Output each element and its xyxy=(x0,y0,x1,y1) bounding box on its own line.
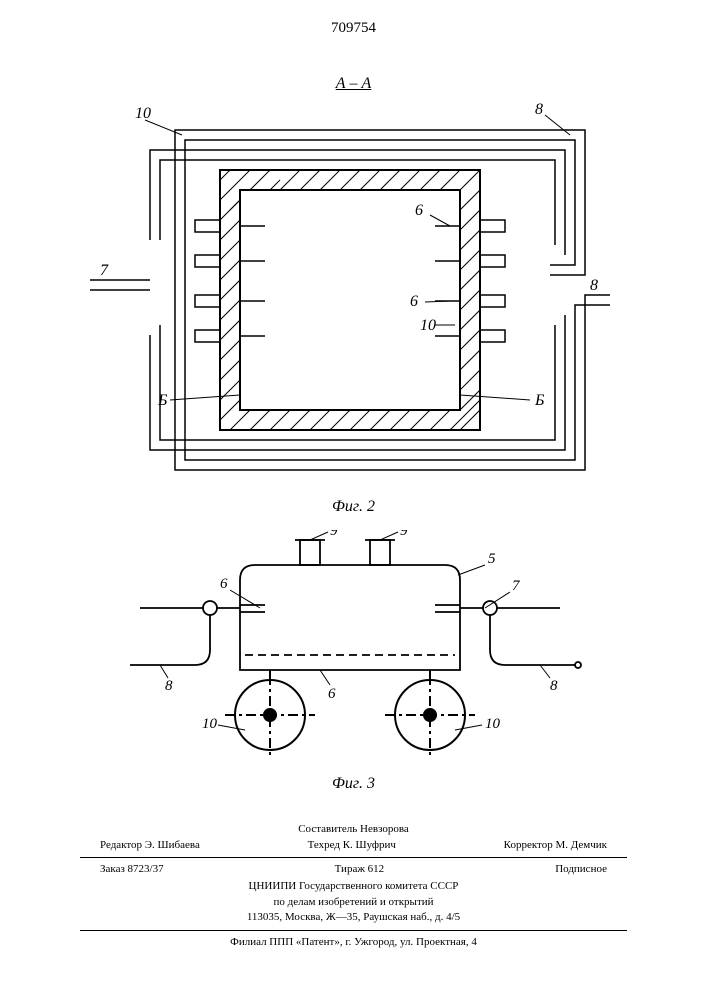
svg-text:10: 10 xyxy=(485,716,501,732)
section-label: А – А xyxy=(336,75,372,93)
footer-address: 113035, Москва, Ж—35, Раушская наб., д. … xyxy=(0,910,707,925)
fig3-diagram: 9 9 5 6 7 8 8 10 10 6 xyxy=(110,530,590,770)
footer-corrector: Корректор М. Демчик xyxy=(504,838,607,853)
patent-number: 709754 xyxy=(331,20,376,37)
svg-text:6: 6 xyxy=(328,686,336,702)
callout-b-left: Б xyxy=(157,392,168,409)
svg-text:8: 8 xyxy=(550,678,558,694)
footer-editor: Редактор Э. Шибаева xyxy=(100,838,200,853)
fig2-label: Фиг. 2 xyxy=(332,498,375,516)
svg-text:9: 9 xyxy=(330,530,338,539)
footer-techred: Техред К. Шуфрич xyxy=(308,838,396,853)
footer-tirage: Тираж 612 xyxy=(335,862,385,877)
callout-8-top: 8 xyxy=(535,101,543,118)
fig2-diagram: 10 8 7 8 6 6 10 Б Б xyxy=(90,100,610,500)
footer-order: Заказ 8723/37 xyxy=(100,862,164,877)
callout-6-upper: 6 xyxy=(415,202,423,219)
svg-text:9: 9 xyxy=(400,530,408,539)
footer-compiler: Составитель Невзорова xyxy=(0,822,707,837)
footer: Составитель Невзорова Редактор Э. Шибаев… xyxy=(0,822,707,950)
svg-text:8: 8 xyxy=(165,678,173,694)
footer-org: ЦНИИПИ Государственного комитета СССР xyxy=(0,879,707,894)
callout-b-right: Б xyxy=(534,392,545,409)
callout-10-mid: 10 xyxy=(420,317,436,334)
footer-branch: Филиал ППП «Патент», г. Ужгород, ул. Про… xyxy=(0,935,707,950)
svg-text:5: 5 xyxy=(488,551,496,567)
fig3-label: Фиг. 3 xyxy=(332,775,375,793)
callout-7-left: 7 xyxy=(100,262,109,279)
footer-subscription: Подписное xyxy=(555,862,607,877)
svg-text:10: 10 xyxy=(202,716,218,732)
footer-dept: по делам изобретений и открытий xyxy=(0,895,707,910)
svg-text:7: 7 xyxy=(512,578,521,594)
callout-6-mid: 6 xyxy=(410,293,418,310)
svg-text:6: 6 xyxy=(220,576,228,592)
callout-10-top: 10 xyxy=(135,105,151,122)
callout-8-right: 8 xyxy=(590,277,598,294)
